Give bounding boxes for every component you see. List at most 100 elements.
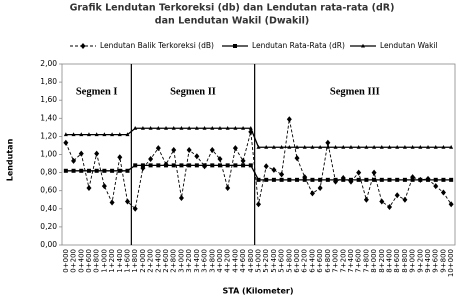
x-tick-label: 5+400: [270, 249, 278, 273]
marker: [310, 177, 315, 182]
y-tick-label: 2,00: [40, 59, 57, 68]
marker: [302, 144, 307, 149]
plot-frame: [61, 63, 456, 246]
marker: [178, 194, 184, 201]
x-tick-label: 6+400: [308, 249, 316, 273]
marker: [164, 125, 169, 130]
segment-label: Segmen I: [76, 86, 118, 97]
marker: [71, 132, 76, 137]
marker: [217, 156, 223, 163]
marker: [387, 144, 392, 149]
x-tick-label: 1+800: [131, 249, 139, 273]
x-tick-label: 3+000: [177, 249, 185, 273]
marker: [186, 146, 192, 153]
x-tick-label: 4+600: [239, 249, 247, 273]
x-tick-label: 8+200: [378, 249, 386, 273]
series-line: [65, 119, 452, 210]
marker: [156, 163, 161, 168]
x-tick-label: 7+200: [339, 249, 347, 273]
marker: [371, 169, 377, 176]
marker: [86, 184, 92, 191]
x-tick-label: 2+000: [139, 249, 147, 273]
marker: [402, 177, 407, 182]
marker: [426, 177, 431, 182]
marker: [333, 144, 338, 149]
marker: [102, 132, 107, 137]
series: [63, 125, 454, 149]
marker: [333, 177, 338, 182]
marker: [256, 201, 261, 208]
marker: [448, 201, 454, 208]
x-tick-label: 6+600: [316, 249, 324, 273]
marker: [133, 163, 138, 168]
x-tick-label: 4+200: [224, 249, 232, 273]
marker: [310, 144, 315, 149]
marker: [441, 144, 446, 149]
marker: [125, 132, 130, 137]
marker: [240, 157, 246, 164]
y-tick-label: 0,20: [40, 222, 57, 231]
x-tick-label: 5+800: [285, 249, 293, 273]
marker: [440, 189, 446, 196]
marker: [410, 144, 415, 149]
x-tick-label: 1+000: [100, 249, 108, 273]
marker: [156, 125, 161, 130]
marker: [78, 150, 84, 157]
marker: [148, 125, 153, 130]
marker: [63, 132, 68, 137]
marker: [379, 177, 384, 182]
x-tick-label: 0+200: [70, 249, 78, 273]
marker: [210, 163, 215, 168]
x-tick-label: 8+400: [386, 249, 394, 273]
x-axis-label: STA (Kilometer): [222, 287, 293, 296]
marker: [364, 177, 369, 182]
x-tick-label: 5+000: [255, 249, 263, 273]
series: [63, 116, 454, 212]
marker: [148, 163, 153, 168]
marker: [433, 177, 438, 182]
marker: [79, 132, 84, 137]
marker: [248, 125, 253, 130]
y-tick-label: 1,00: [40, 150, 57, 159]
marker: [287, 177, 292, 182]
marker: [372, 177, 377, 182]
marker: [364, 144, 369, 149]
segment-label: Segmen III: [330, 86, 380, 97]
marker: [317, 184, 323, 191]
x-tick-label: 9+600: [432, 249, 440, 273]
marker: [402, 196, 408, 203]
marker: [63, 168, 68, 173]
y-tick-label: 0,60: [40, 186, 57, 195]
y-tick-label: 0,80: [40, 168, 57, 177]
y-tick-label: 0,00: [40, 240, 57, 249]
segment-label: Segmen II: [170, 86, 216, 97]
y-tick-label: 1,80: [40, 77, 57, 86]
y-tick-label: 1,40: [40, 113, 57, 122]
x-tick-label: 4+000: [216, 249, 224, 273]
marker: [271, 166, 277, 173]
marker: [279, 144, 284, 149]
marker: [341, 144, 346, 149]
x-tick-label: 8+800: [401, 249, 409, 273]
marker: [256, 144, 261, 149]
series: [63, 163, 454, 182]
marker: [171, 163, 176, 168]
legend-label: Lendutan Wakil: [380, 41, 438, 50]
marker: [279, 177, 284, 182]
marker: [217, 163, 222, 168]
marker: [302, 177, 307, 182]
marker: [94, 132, 99, 137]
marker: [187, 163, 192, 168]
marker: [86, 132, 91, 137]
marker: [264, 177, 269, 182]
marker: [187, 125, 192, 130]
x-tick-label: 7+600: [355, 249, 363, 273]
marker: [194, 163, 199, 168]
marker: [318, 177, 323, 182]
x-tick-label: 7+400: [347, 249, 355, 273]
marker: [356, 177, 361, 182]
marker: [426, 144, 431, 149]
marker: [179, 125, 184, 130]
marker: [348, 144, 353, 149]
marker: [94, 150, 100, 157]
